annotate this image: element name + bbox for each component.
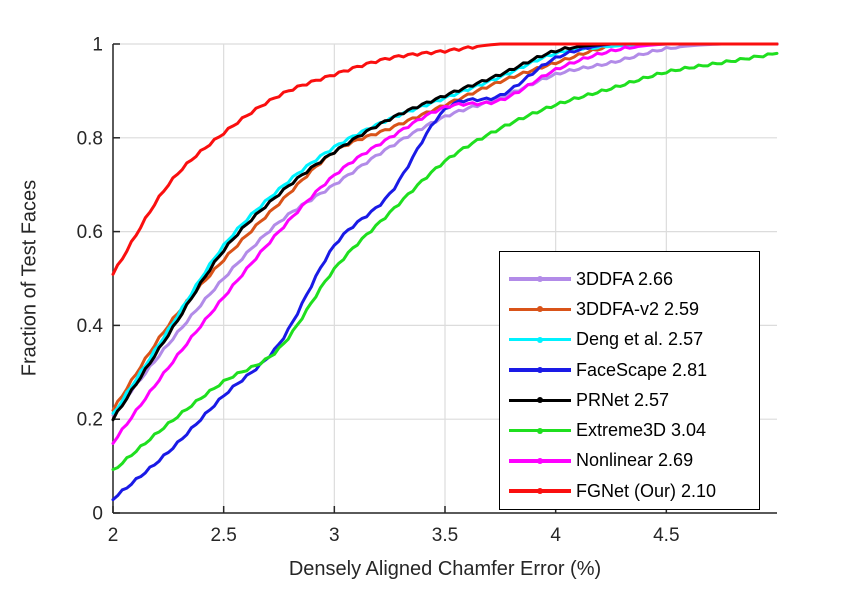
legend-line-icon-3ddfa-v2 bbox=[509, 306, 571, 313]
x-tick-label: 3.5 bbox=[432, 525, 458, 546]
legend-item-prnet: PRNet 2.57 bbox=[500, 385, 759, 415]
legend-item-3ddfa-v2: 3DDFA-v2 2.59 bbox=[500, 294, 759, 324]
legend-label-3ddfa-v2: 3DDFA-v2 2.59 bbox=[576, 298, 700, 319]
legend-label-fgnet: FGNet (Our) 2.10 bbox=[576, 480, 717, 501]
legend-marker-icon-extreme3d bbox=[537, 427, 543, 434]
legend-label-3ddfa: 3DDFA 2.66 bbox=[576, 268, 674, 289]
legend-label-facescape: FaceScape 2.81 bbox=[576, 359, 708, 380]
legend-item-extreme3d: Extreme3D 3.04 bbox=[500, 415, 759, 445]
legend-line-icon-nonlinear bbox=[509, 457, 571, 464]
y-tick-label: 0 bbox=[92, 504, 103, 525]
legend-marker-icon-3ddfa bbox=[537, 276, 543, 283]
legend-line-icon-facescape bbox=[509, 367, 571, 374]
legend-marker-icon-facescape bbox=[537, 367, 543, 374]
legend-item-deng: Deng et al. 2.57 bbox=[500, 325, 759, 355]
legend-line-icon-extreme3d bbox=[509, 427, 571, 434]
legend-item-fgnet: FGNet (Our) 2.10 bbox=[500, 476, 759, 506]
y-axis-label: Fraction of Test Faces bbox=[18, 179, 41, 377]
y-tick-label: 0.2 bbox=[77, 410, 103, 431]
legend-label-deng: Deng et al. 2.57 bbox=[576, 329, 704, 350]
y-tick-label: 0.8 bbox=[77, 128, 103, 149]
legend-line-icon-deng bbox=[509, 336, 571, 343]
x-tick-label: 2.5 bbox=[210, 525, 236, 546]
curve-extreme3d bbox=[111, 51, 779, 471]
y-tick-label: 0.4 bbox=[77, 316, 104, 337]
legend-line-icon-3ddfa bbox=[509, 276, 571, 283]
legend-label-nonlinear: Nonlinear 2.69 bbox=[576, 450, 694, 471]
legend-item-3ddfa: 3DDFA 2.66 bbox=[500, 264, 759, 294]
legend-marker-icon-fgnet bbox=[537, 488, 543, 495]
x-tick-label: 3 bbox=[329, 525, 340, 546]
legend-label-extreme3d: Extreme3D 3.04 bbox=[576, 420, 707, 441]
y-tick-label: 1 bbox=[92, 35, 103, 56]
legend-item-facescape: FaceScape 2.81 bbox=[500, 355, 759, 385]
x-tick-label: 2 bbox=[108, 525, 119, 546]
x-axis-label: Densely Aligned Chamfer Error (%) bbox=[288, 558, 602, 580]
curve-fgnet bbox=[111, 42, 779, 276]
legend-marker-icon-3ddfa-v2 bbox=[537, 306, 543, 313]
legend-marker-icon-nonlinear bbox=[537, 457, 543, 464]
legend-marker-icon-prnet bbox=[537, 397, 543, 404]
legend-line-icon-fgnet bbox=[509, 488, 571, 495]
x-tick-label: 4.5 bbox=[653, 525, 679, 546]
x-tick-label: 4 bbox=[550, 525, 561, 546]
legend-item-nonlinear: Nonlinear 2.69 bbox=[500, 446, 759, 476]
legend: 3DDFA 2.66 3DDFA-v2 2.59 Deng et al. 2.57 F… bbox=[499, 251, 760, 510]
legend-label-prnet: PRNet 2.57 bbox=[576, 389, 670, 410]
y-tick-label: 0.6 bbox=[77, 222, 103, 243]
legend-line-icon-prnet bbox=[509, 397, 571, 404]
curve-3ddfa bbox=[111, 42, 779, 417]
legend-marker-icon-deng bbox=[537, 336, 543, 343]
